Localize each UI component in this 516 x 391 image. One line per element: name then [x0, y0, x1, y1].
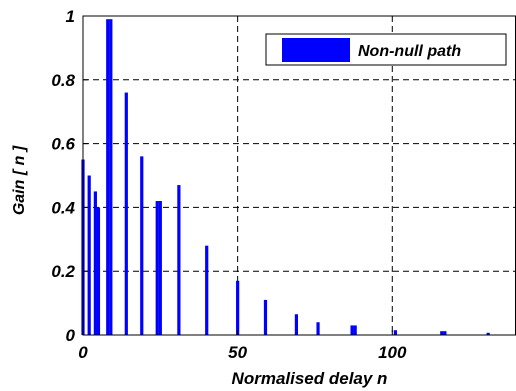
- y-tick-label: 0.8: [51, 71, 75, 90]
- y-tick-label: 0: [66, 326, 76, 345]
- bar: [106, 19, 110, 335]
- y-tick-label: 0.6: [51, 135, 75, 154]
- bar: [205, 245, 209, 335]
- legend: Non-null path: [265, 33, 507, 66]
- x-tick-label: 100: [378, 343, 407, 362]
- y-tick-label: 0.2: [51, 262, 75, 281]
- bars: [81, 19, 490, 335]
- bar: [140, 156, 144, 335]
- bar: [263, 299, 268, 335]
- bar: [440, 331, 444, 335]
- bar: [353, 325, 357, 335]
- tick-layer: 0 50 100 0 0.2 0.4 0.6 0.8 1: [51, 7, 407, 362]
- x-axis-label: Normalised delay n: [232, 369, 388, 388]
- bar: [87, 175, 91, 335]
- x-tick-label: 0: [78, 343, 88, 362]
- legend-swatch: [282, 38, 350, 62]
- y-axis-label: Gain [ n ]: [11, 145, 28, 215]
- bar: [350, 325, 354, 335]
- bar: [93, 191, 97, 335]
- x-tick-label: 50: [228, 343, 247, 362]
- bar: [393, 330, 397, 335]
- bar: [177, 185, 181, 335]
- bar: [316, 322, 320, 335]
- bar: [443, 331, 447, 335]
- bar: [109, 19, 113, 335]
- y-tick-label: 0.4: [51, 198, 75, 217]
- bar: [155, 201, 159, 335]
- bar: [96, 207, 101, 335]
- bar: [486, 332, 490, 335]
- bar: [158, 201, 162, 335]
- bar: [294, 314, 299, 335]
- bar: [236, 280, 240, 335]
- y-tick-label: 1: [66, 7, 75, 26]
- legend-label: Non-null path: [358, 43, 461, 60]
- bar: [124, 92, 128, 335]
